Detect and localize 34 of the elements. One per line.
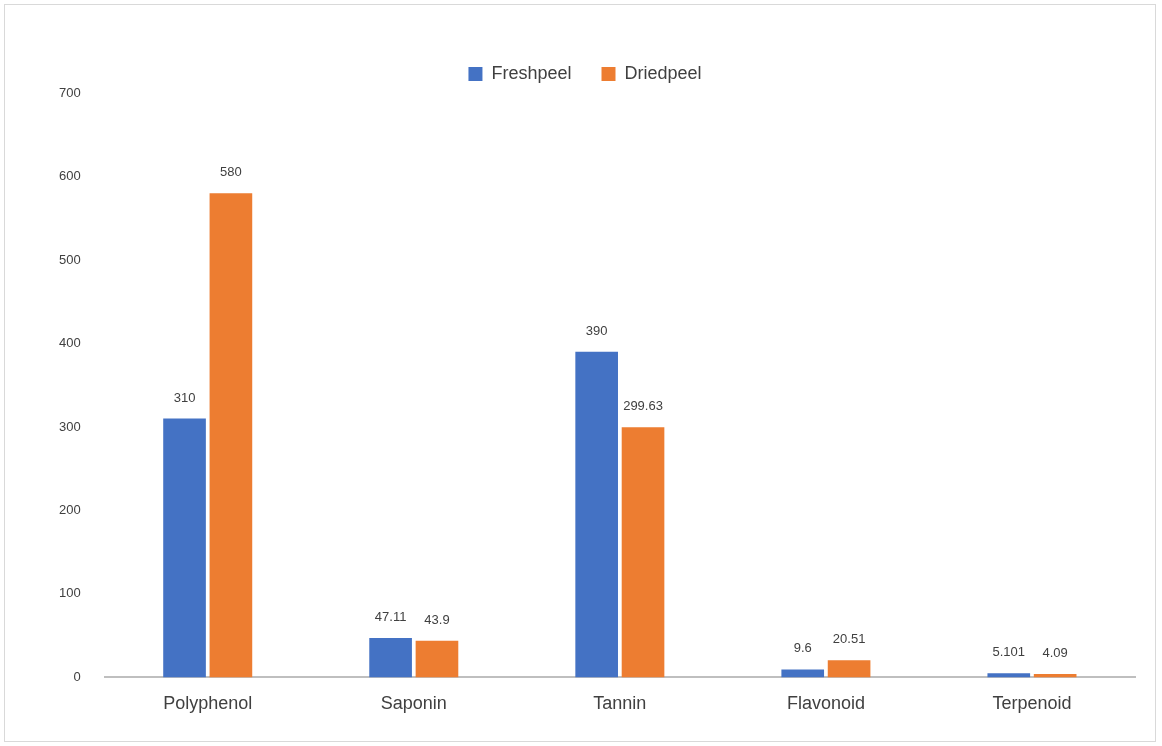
x-tick-label: Flavonoid: [786, 693, 865, 714]
bar: [621, 427, 665, 678]
y-tick-label: 100: [58, 585, 81, 601]
data-label: 5.101: [992, 644, 1026, 660]
bar: [575, 351, 618, 678]
bar: [369, 638, 412, 678]
bar: [827, 660, 871, 678]
y-tick-label: 400: [58, 335, 81, 351]
data-label: 9.6: [793, 640, 812, 656]
data-label: 310: [173, 389, 196, 405]
data-label: 299.63: [623, 398, 663, 414]
x-tick-label: Saponin: [380, 693, 447, 714]
y-tick-label: 600: [58, 168, 81, 184]
x-tick-label: Tannin: [593, 693, 647, 714]
legend-label: Freshpeel: [491, 62, 572, 83]
data-label: 43.9: [424, 611, 450, 627]
bar: [415, 640, 459, 678]
x-tick-label: Polyphenol: [163, 693, 253, 714]
y-tick-label: 700: [58, 84, 81, 100]
y-tick-label: 500: [58, 251, 81, 267]
bar: [209, 193, 253, 678]
data-label: 4.09: [1042, 645, 1068, 661]
data-label: 390: [585, 322, 608, 338]
bar: [987, 673, 1031, 678]
data-label: 20.51: [832, 631, 866, 647]
bar: [163, 418, 206, 678]
data-label: 47.11: [374, 609, 407, 625]
y-tick-label: 300: [58, 418, 81, 434]
y-tick-label: 0: [73, 668, 81, 684]
x-tick-label: Terpenoid: [992, 693, 1072, 714]
bar: [781, 669, 825, 678]
data-label: 580: [220, 164, 242, 180]
y-tick-label: 200: [58, 502, 81, 518]
legend-label: Driedpeel: [624, 62, 702, 83]
